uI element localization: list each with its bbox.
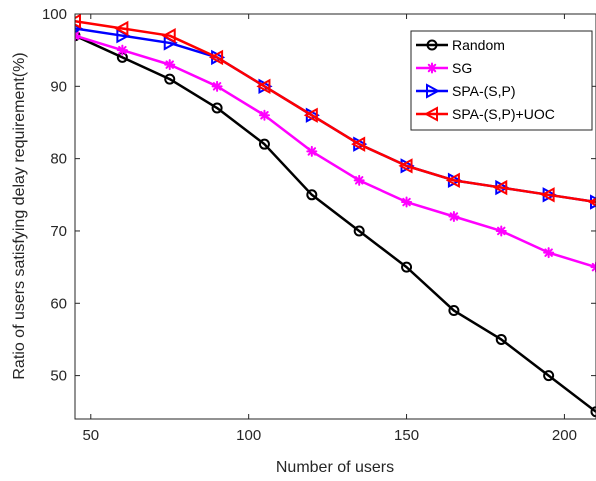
data-point-random xyxy=(306,189,318,201)
series-line-spa-s-p-uoc xyxy=(75,19,596,204)
legend-label: Random xyxy=(452,37,505,53)
legend-swatch-marker xyxy=(426,62,438,74)
data-point-sg xyxy=(116,44,128,56)
y-axis-title: Ratio of users satisfying delay requirem… xyxy=(11,52,28,379)
marker-stroke xyxy=(260,111,269,120)
series-line-random xyxy=(75,34,596,413)
data-point-sg xyxy=(448,211,460,222)
marker-stroke xyxy=(591,265,596,272)
ticks-layer: 50 100 150 200 50 60 70 80 90 100 xyxy=(42,6,596,444)
legend-entry-spa-s-p: SPA-(S,P) xyxy=(416,83,516,99)
data-point-random xyxy=(448,305,460,317)
data-point-spa-s-p-uoc xyxy=(161,28,176,44)
data-point-spa-s-p-uoc xyxy=(114,20,129,37)
y-tick-label: 70 xyxy=(50,223,67,240)
marker-stroke xyxy=(75,31,80,38)
y-tick-label: 50 xyxy=(50,368,67,385)
data-point-sg xyxy=(258,109,270,121)
data-point-spa-s-p-uoc xyxy=(351,136,366,152)
marker-stroke xyxy=(354,176,364,185)
marker-stroke xyxy=(212,82,222,91)
y-tick-label: 90 xyxy=(50,78,67,95)
data-point-random xyxy=(211,102,223,114)
data-point-random xyxy=(495,333,507,345)
marker-stroke xyxy=(591,262,596,269)
legend-label: SG xyxy=(452,60,472,76)
data-point-sg xyxy=(495,225,507,237)
marker-stroke xyxy=(497,226,506,236)
data-point-sg xyxy=(75,30,81,42)
series-sg xyxy=(75,30,596,273)
data-point-sg xyxy=(211,80,223,92)
legend-label: SPA-(S,P)+UOC xyxy=(452,106,555,122)
legend-swatch-marker xyxy=(423,106,438,122)
data-point-spa-s-p-uoc xyxy=(256,78,271,95)
legend-entry-sg: SG xyxy=(416,60,472,76)
legend-entry-random: Random xyxy=(416,37,505,53)
x-tick-label: 200 xyxy=(552,427,577,444)
legend-entry-spa-s-p-uoc: SPA-(S,P)+UOC xyxy=(416,106,555,122)
data-point-sg xyxy=(401,196,413,208)
marker-stroke xyxy=(75,34,80,40)
y-tick-label: 100 xyxy=(42,6,67,23)
data-point-sg xyxy=(590,261,596,273)
data-point-sg xyxy=(164,59,176,71)
data-point-spa-s-p-uoc xyxy=(540,187,555,203)
data-point-random xyxy=(164,73,176,85)
data-point-spa-s-p-uoc xyxy=(75,14,81,29)
series-layer xyxy=(75,14,596,418)
data-point-random xyxy=(258,138,270,150)
marker-stroke xyxy=(307,147,317,156)
marker-stroke xyxy=(118,45,127,55)
legend-label: SPA-(S,P) xyxy=(452,83,516,99)
plot-frame xyxy=(74,13,596,420)
y-tick-label: 80 xyxy=(50,151,67,168)
x-tick-label: 100 xyxy=(236,427,261,444)
marker-stroke xyxy=(544,248,553,257)
legend: Random SG SPA-(S,P) SPA-(S,P)+UOC xyxy=(410,30,593,131)
data-point-random xyxy=(543,370,555,382)
x-axis-title: Number of users xyxy=(276,459,394,476)
data-point-sg xyxy=(543,247,555,259)
data-point-random xyxy=(353,225,365,237)
data-point-spa-s-p-uoc xyxy=(493,179,508,196)
y-tick-label: 60 xyxy=(50,295,67,312)
marker-stroke xyxy=(402,197,411,207)
data-point-spa-s-p-uoc xyxy=(445,172,460,189)
legend-swatch-marker xyxy=(426,39,438,51)
data-point-random xyxy=(401,261,413,273)
data-point-sg xyxy=(353,174,365,186)
data-point-spa-s-p-uoc xyxy=(303,107,318,123)
marker-stroke xyxy=(427,63,437,73)
marker-stroke xyxy=(165,60,174,69)
data-point-spa-s-p-uoc xyxy=(209,49,224,66)
data-point-sg xyxy=(306,145,318,157)
legend-swatch-marker xyxy=(426,83,441,99)
x-tick-label: 50 xyxy=(82,427,99,444)
series-spa-s-p-uoc xyxy=(75,14,596,207)
x-tick-label: 150 xyxy=(394,427,419,444)
data-point-spa-s-p-uoc xyxy=(398,158,413,174)
series-line-sg xyxy=(75,34,596,269)
marker-stroke xyxy=(449,212,459,221)
data-point-random xyxy=(590,406,596,418)
